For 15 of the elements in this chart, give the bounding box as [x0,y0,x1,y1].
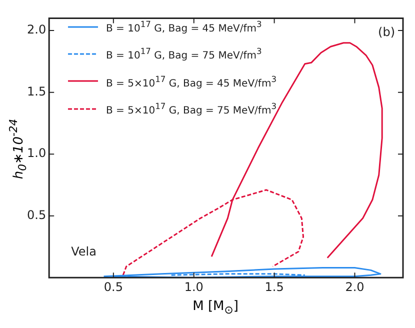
legend-label: B = 5×10$^{17}$ G, Bag = 45 MeV/fm$^{3}$ [106,72,276,90]
y-tick-label: 1.5 [26,84,46,98]
legend-label: B = 10$^{17}$ G, Bag = 75 MeV/fm$^{3}$ [106,45,262,63]
x-tick-label: 0.5 [104,280,123,294]
y-tick-label: 1.0 [26,146,46,160]
legend-label: B = 10$^{17}$ G, Bag = 45 MeV/fm$^{3}$ [106,18,262,36]
x-tick-label: 2.0 [345,280,364,294]
annotation: Vela [71,244,96,259]
y-tick-label: 0.5 [26,208,46,222]
y-tick-label: 2.0 [26,22,46,37]
x-tick-label: 1.0 [184,280,204,294]
x-axis-title: M [M$_{⊙}$] [192,299,240,317]
legend-label: B = 5×10$^{17}$ G, Bag = 75 MeV/fm$^{3}$ [106,100,276,118]
x-tick-label: 1.5 [264,280,284,294]
annotation: (b) [378,25,395,40]
